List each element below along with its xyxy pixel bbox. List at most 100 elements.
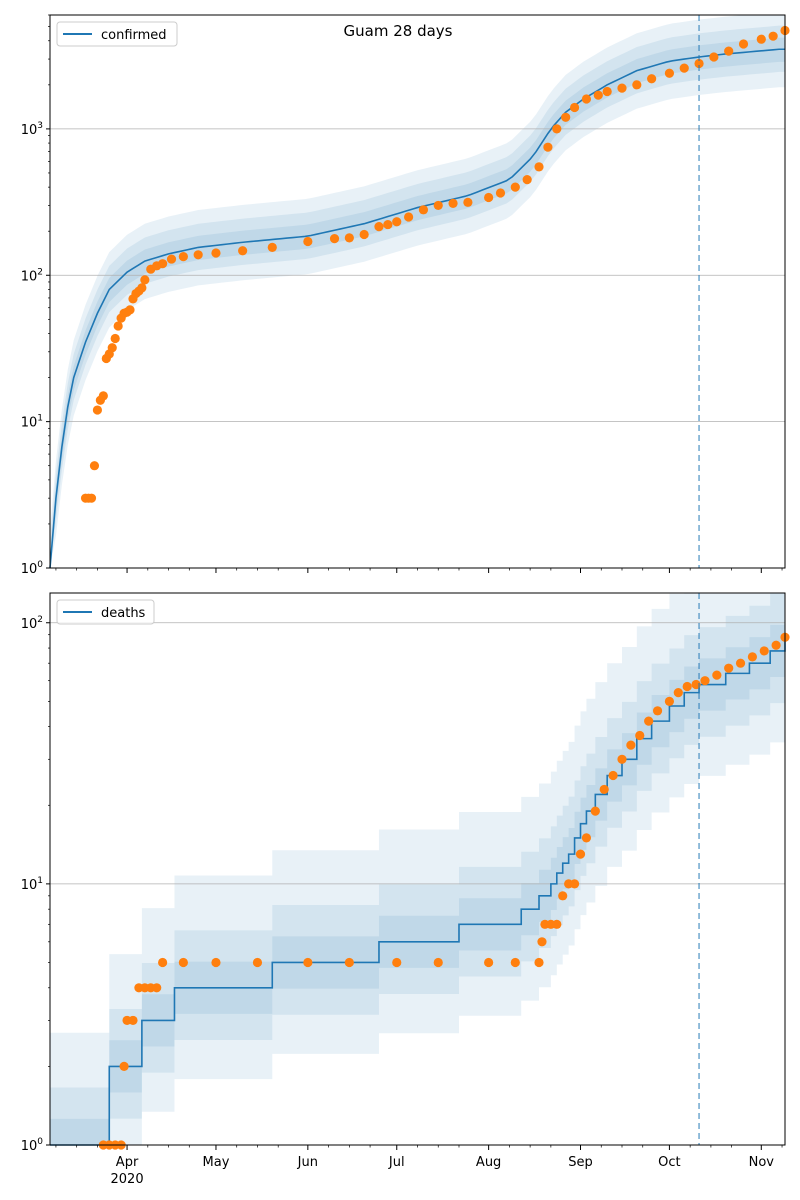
- observed-point: [158, 259, 168, 269]
- observed-point: [178, 252, 188, 262]
- observed-point: [119, 1061, 129, 1071]
- observed-point: [433, 957, 443, 968]
- observed-point: [152, 983, 162, 993]
- deaths-observed-points: [98, 632, 790, 1150]
- observed-point: [581, 94, 592, 104]
- x-tick-label: Aug: [476, 1155, 501, 1170]
- observed-point: [329, 234, 340, 244]
- observed-point: [344, 957, 354, 968]
- deaths-y-axis: 100 101 102: [21, 615, 50, 1154]
- observed-point: [599, 784, 609, 795]
- observed-point: [635, 730, 645, 741]
- observed-point: [652, 706, 663, 716]
- observed-point: [392, 957, 402, 968]
- observed-point: [107, 343, 117, 353]
- confirmed-x-axis: [55, 568, 783, 573]
- observed-point: [712, 670, 722, 680]
- observed-point: [89, 461, 100, 471]
- observed-point: [617, 754, 627, 764]
- figure-title: Guam 28 days: [344, 22, 453, 40]
- observed-point: [178, 957, 188, 968]
- observed-point: [510, 957, 520, 968]
- observed-point: [724, 663, 734, 673]
- observed-point: [211, 248, 221, 258]
- deaths-x-axis: Apr May Jun Jul Aug Sep Oct Nov 2020: [55, 1145, 783, 1187]
- observed-point: [558, 891, 568, 901]
- observed-point: [383, 219, 393, 230]
- x-year-label: 2020: [111, 1172, 144, 1187]
- observed-point: [647, 74, 657, 84]
- observed-point: [166, 254, 177, 264]
- observed-point: [404, 212, 414, 222]
- observed-point: [771, 640, 781, 650]
- observed-point: [252, 957, 263, 968]
- observed-point: [303, 957, 313, 968]
- observed-point: [602, 86, 612, 97]
- observed-point: [768, 31, 778, 41]
- observed-point: [569, 879, 580, 889]
- confirmed-band-1: [50, 15, 785, 568]
- observed-point: [581, 833, 592, 843]
- observed-point: [759, 646, 769, 656]
- deaths-uncertainty-bands: [50, 593, 785, 1145]
- confirmed-band-3: [50, 37, 785, 569]
- deaths-legend: deaths: [56, 599, 155, 625]
- observed-point: [128, 1015, 138, 1026]
- observed-point: [575, 849, 586, 859]
- observed-point: [552, 919, 562, 929]
- observed-point: [644, 716, 654, 726]
- observed-point: [700, 676, 710, 686]
- observed-point: [534, 957, 544, 968]
- observed-point: [537, 937, 547, 947]
- observed-point: [561, 112, 571, 122]
- observed-point: [86, 493, 97, 503]
- observed-point: [113, 321, 123, 331]
- observed-point: [92, 405, 103, 415]
- x-tick-label: Sep: [568, 1155, 593, 1170]
- x-tick-label: Oct: [658, 1155, 680, 1170]
- observed-point: [682, 681, 692, 692]
- confirmed-legend-label: confirmed: [101, 28, 167, 43]
- observed-point: [140, 275, 150, 285]
- y-tick-label: 101: [21, 876, 43, 893]
- deaths-band-1: [50, 593, 785, 1145]
- observed-point: [608, 770, 618, 781]
- confirmed-panel: 100 101 102 103 confirmed: [21, 14, 790, 577]
- confirmed-model-line: [49, 48, 785, 569]
- observed-point: [448, 198, 458, 208]
- observed-point: [617, 83, 627, 93]
- x-tick-label: Jun: [297, 1155, 318, 1170]
- observed-point: [756, 34, 766, 44]
- deaths-legend-box: [56, 599, 155, 625]
- confirmed-y-axis: 100 101 102 103: [21, 14, 50, 577]
- observed-point: [344, 233, 354, 243]
- observed-point: [211, 957, 221, 968]
- observed-point: [238, 246, 248, 256]
- y-tick-label: 101: [21, 414, 43, 431]
- confirmed-gridlines: [50, 128, 785, 423]
- deaths-panel: 100 101 102 Apr May Jun Jul Aug Sep Oct Nov 2020 d…: [21, 592, 790, 1187]
- observed-point: [193, 250, 203, 260]
- deaths-band-2: [50, 593, 785, 1145]
- observed-point: [738, 39, 749, 49]
- observed-point: [543, 142, 553, 152]
- confirmed-uncertainty-bands: [50, 15, 785, 569]
- observed-point: [590, 806, 600, 816]
- observed-point: [392, 217, 402, 227]
- confirmed-legend-box: [56, 21, 178, 47]
- x-tick-label: Apr: [116, 1155, 139, 1170]
- confirmed-band-2: [50, 25, 785, 568]
- observed-point: [374, 222, 384, 232]
- observed-point: [534, 162, 544, 172]
- observed-point: [484, 957, 494, 968]
- deaths-gridlines: [50, 622, 785, 885]
- observed-point: [267, 242, 277, 253]
- observed-point: [735, 658, 746, 668]
- observed-point: [418, 205, 429, 215]
- observed-point: [626, 740, 636, 750]
- observed-point: [673, 688, 683, 698]
- y-tick-label: 102: [21, 267, 43, 284]
- observed-point: [303, 236, 313, 247]
- confirmed-legend: confirmed: [56, 21, 178, 47]
